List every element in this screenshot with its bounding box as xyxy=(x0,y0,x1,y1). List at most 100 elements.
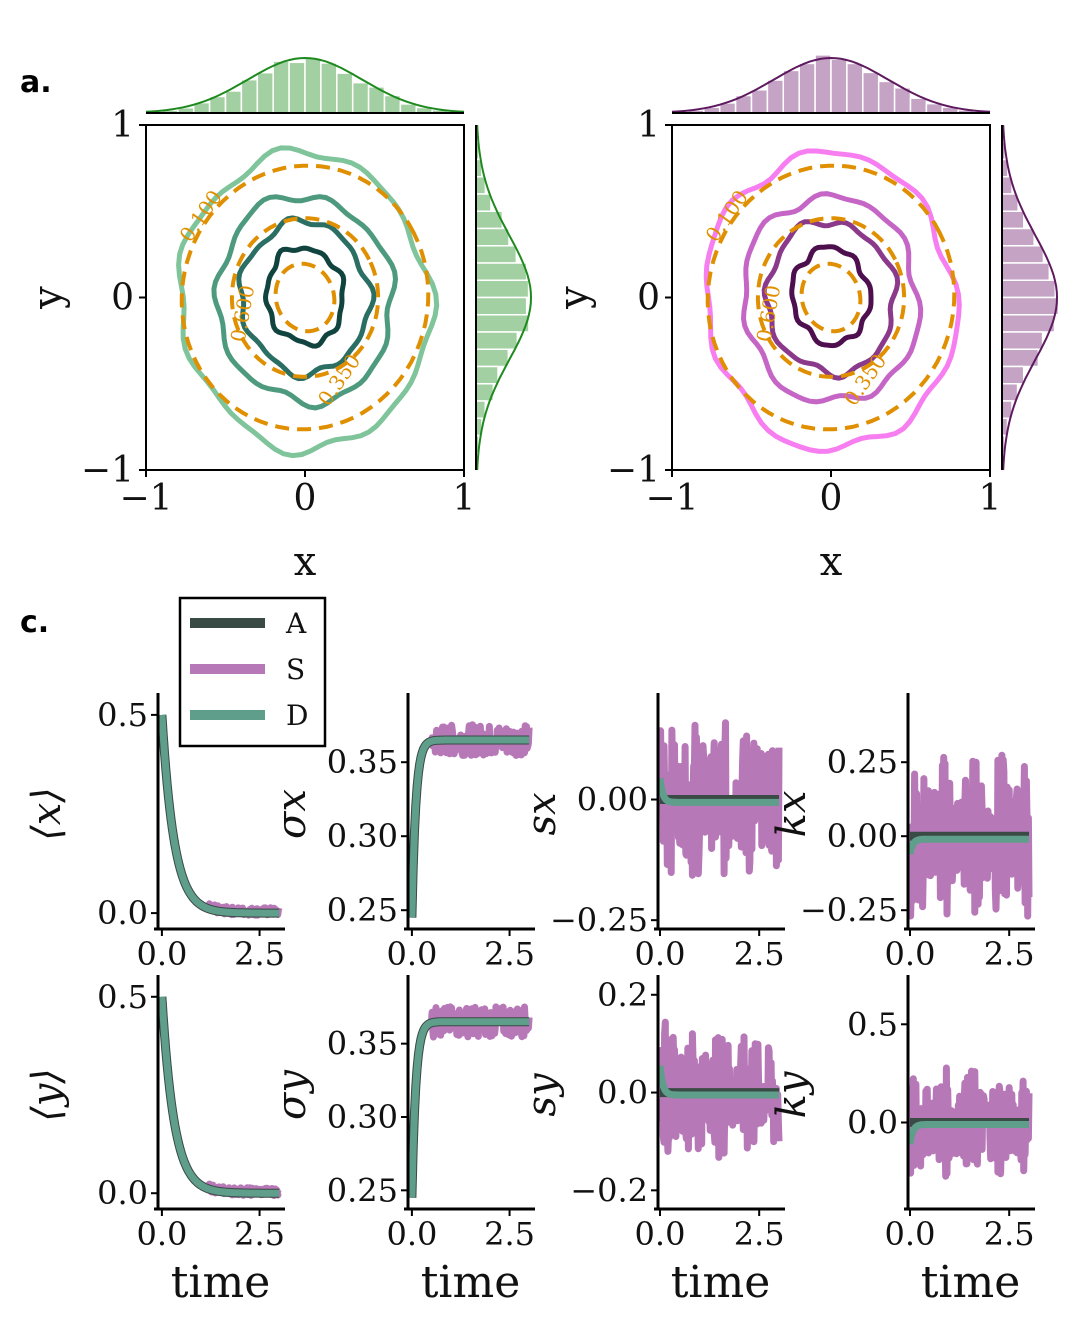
histogram-bar xyxy=(909,97,928,114)
series-D-line xyxy=(408,736,530,918)
y-tick-label: 0.30 xyxy=(327,1098,398,1136)
y-axis-label: y xyxy=(551,286,597,310)
y-tick-label: 0.0 xyxy=(97,1174,148,1212)
plot-frame xyxy=(145,124,465,471)
histogram-bar xyxy=(240,78,259,114)
x-tick-label: 2.5 xyxy=(984,935,1035,973)
y-tick-label: 1 xyxy=(111,105,134,146)
y-axis-label: y xyxy=(25,286,71,310)
y-tick-label: −0.2 xyxy=(570,1171,648,1209)
panel-label-c: c. xyxy=(20,605,49,640)
histogram-bar xyxy=(1001,314,1056,333)
x-tick-label: 0.0 xyxy=(386,935,437,973)
y-axis-label: σx xyxy=(269,789,315,839)
x-tick-label: 1 xyxy=(979,478,1002,519)
histogram-bar xyxy=(475,331,519,350)
series-S-line xyxy=(408,721,533,918)
y-tick-label: 0 xyxy=(111,278,134,319)
histogram-bar xyxy=(830,58,848,114)
series-D-line xyxy=(158,996,280,1197)
y-tick-label: 1 xyxy=(637,105,660,146)
dashed-contour-level xyxy=(755,216,907,379)
y-axis-label: sy xyxy=(519,1072,565,1117)
histogram-bar xyxy=(1001,331,1044,350)
x-tick-label: 2.5 xyxy=(734,935,785,973)
plot-frame xyxy=(671,124,991,471)
y-axis-label: ky xyxy=(769,1070,815,1118)
histogram-bar xyxy=(1001,296,1060,316)
series-S-line xyxy=(158,997,282,1199)
histogram-bar xyxy=(288,61,306,114)
histogram-bar xyxy=(814,54,832,114)
series-D-line xyxy=(906,835,1029,855)
y-axis-label: ⟨x⟩ xyxy=(24,787,70,841)
x-tick-label: 0.0 xyxy=(885,1215,936,1253)
moment-subplot: 0.0 2.5 0.0 0.5 time ⟨y⟩ xyxy=(24,975,285,1308)
x-tick-label: 2.5 xyxy=(984,1215,1035,1253)
histogram-bar xyxy=(351,81,370,114)
y-tick-label: 0.00 xyxy=(827,817,898,855)
series-A-line xyxy=(407,735,530,918)
dashed-contour-level xyxy=(273,261,337,334)
top-marginal-histogram xyxy=(671,54,991,114)
histogram-bar xyxy=(1001,279,1057,299)
histogram-bar xyxy=(475,400,487,419)
x-tick-label: 2.5 xyxy=(484,1215,535,1253)
histogram-bar xyxy=(782,69,800,114)
x-tick-label: 0.0 xyxy=(885,935,936,973)
histogram-bar xyxy=(1001,365,1025,385)
y-axis-label: ⟨y⟩ xyxy=(24,1068,70,1122)
histogram-bar xyxy=(766,79,785,114)
y-tick-label: −0.25 xyxy=(800,891,898,929)
legend-label-A: A xyxy=(285,607,307,640)
series-A-line xyxy=(407,1017,530,1198)
top-marginal-kde xyxy=(671,56,991,113)
legend-label-D: D xyxy=(286,699,308,732)
moment-subplot: 0.0 2.5 0.0 0.5 ⟨x⟩ xyxy=(24,693,285,973)
histogram-bar xyxy=(475,296,528,316)
x-tick-label: 0.0 xyxy=(635,1215,686,1253)
y-tick-label: 0.0 xyxy=(597,1074,648,1112)
y-tick-label: 0.35 xyxy=(327,743,398,781)
histogram-bar xyxy=(304,57,322,114)
histogram-bar xyxy=(475,279,530,299)
histogram-bar xyxy=(475,227,510,247)
y-tick-label: −1 xyxy=(607,450,660,491)
right-marginal-kde xyxy=(1002,124,1059,471)
series-D-line xyxy=(656,1065,779,1099)
legend: ASD xyxy=(178,596,327,748)
histogram-bar xyxy=(862,71,880,114)
solid-contour-level xyxy=(740,191,924,405)
x-tick-label: −1 xyxy=(645,478,698,519)
series-S-line xyxy=(408,1003,533,1198)
right-marginal-kde xyxy=(476,124,533,471)
series-D-line xyxy=(656,777,779,806)
histogram-bar xyxy=(846,62,864,114)
dashed-contour-level xyxy=(229,216,381,379)
contour-label: 0.100 xyxy=(174,186,227,247)
histogram-bar xyxy=(1001,262,1051,281)
histogram-bar xyxy=(1001,210,1025,230)
x-axis-label: time xyxy=(421,1257,521,1308)
solid-contour-level xyxy=(211,194,399,411)
moment-subplot: 0.0 2.5 0.25 0.30 0.35 σx xyxy=(269,693,535,973)
x-tick-label: 2.5 xyxy=(234,1215,285,1253)
solid-contour-level xyxy=(262,245,347,349)
x-tick-label: 2.5 xyxy=(484,935,535,973)
x-tick-label: 0.0 xyxy=(635,935,686,973)
legend-label-S: S xyxy=(286,653,305,686)
dashed-contour-level xyxy=(179,163,431,432)
moment-subplot: 0.0 2.5 −0.25 0.00 0.25 kx xyxy=(769,693,1035,973)
y-tick-label: 0.25 xyxy=(827,743,898,781)
series-A-line xyxy=(157,996,280,1198)
contour-label: 0.100 xyxy=(700,186,753,247)
y-axis-label: kx xyxy=(769,791,815,838)
contour-label: 0.600 xyxy=(226,283,260,344)
series-D-line xyxy=(408,1018,530,1198)
histogram-bar xyxy=(925,102,944,114)
y-tick-label: 0.0 xyxy=(97,894,148,932)
moment-subplot: 0.0 2.5 0.0 0.5 time ky xyxy=(769,975,1035,1308)
histogram-bar xyxy=(475,262,528,281)
moment-subplot: 0.0 2.5 −0.25 0.00 sx xyxy=(519,693,785,973)
